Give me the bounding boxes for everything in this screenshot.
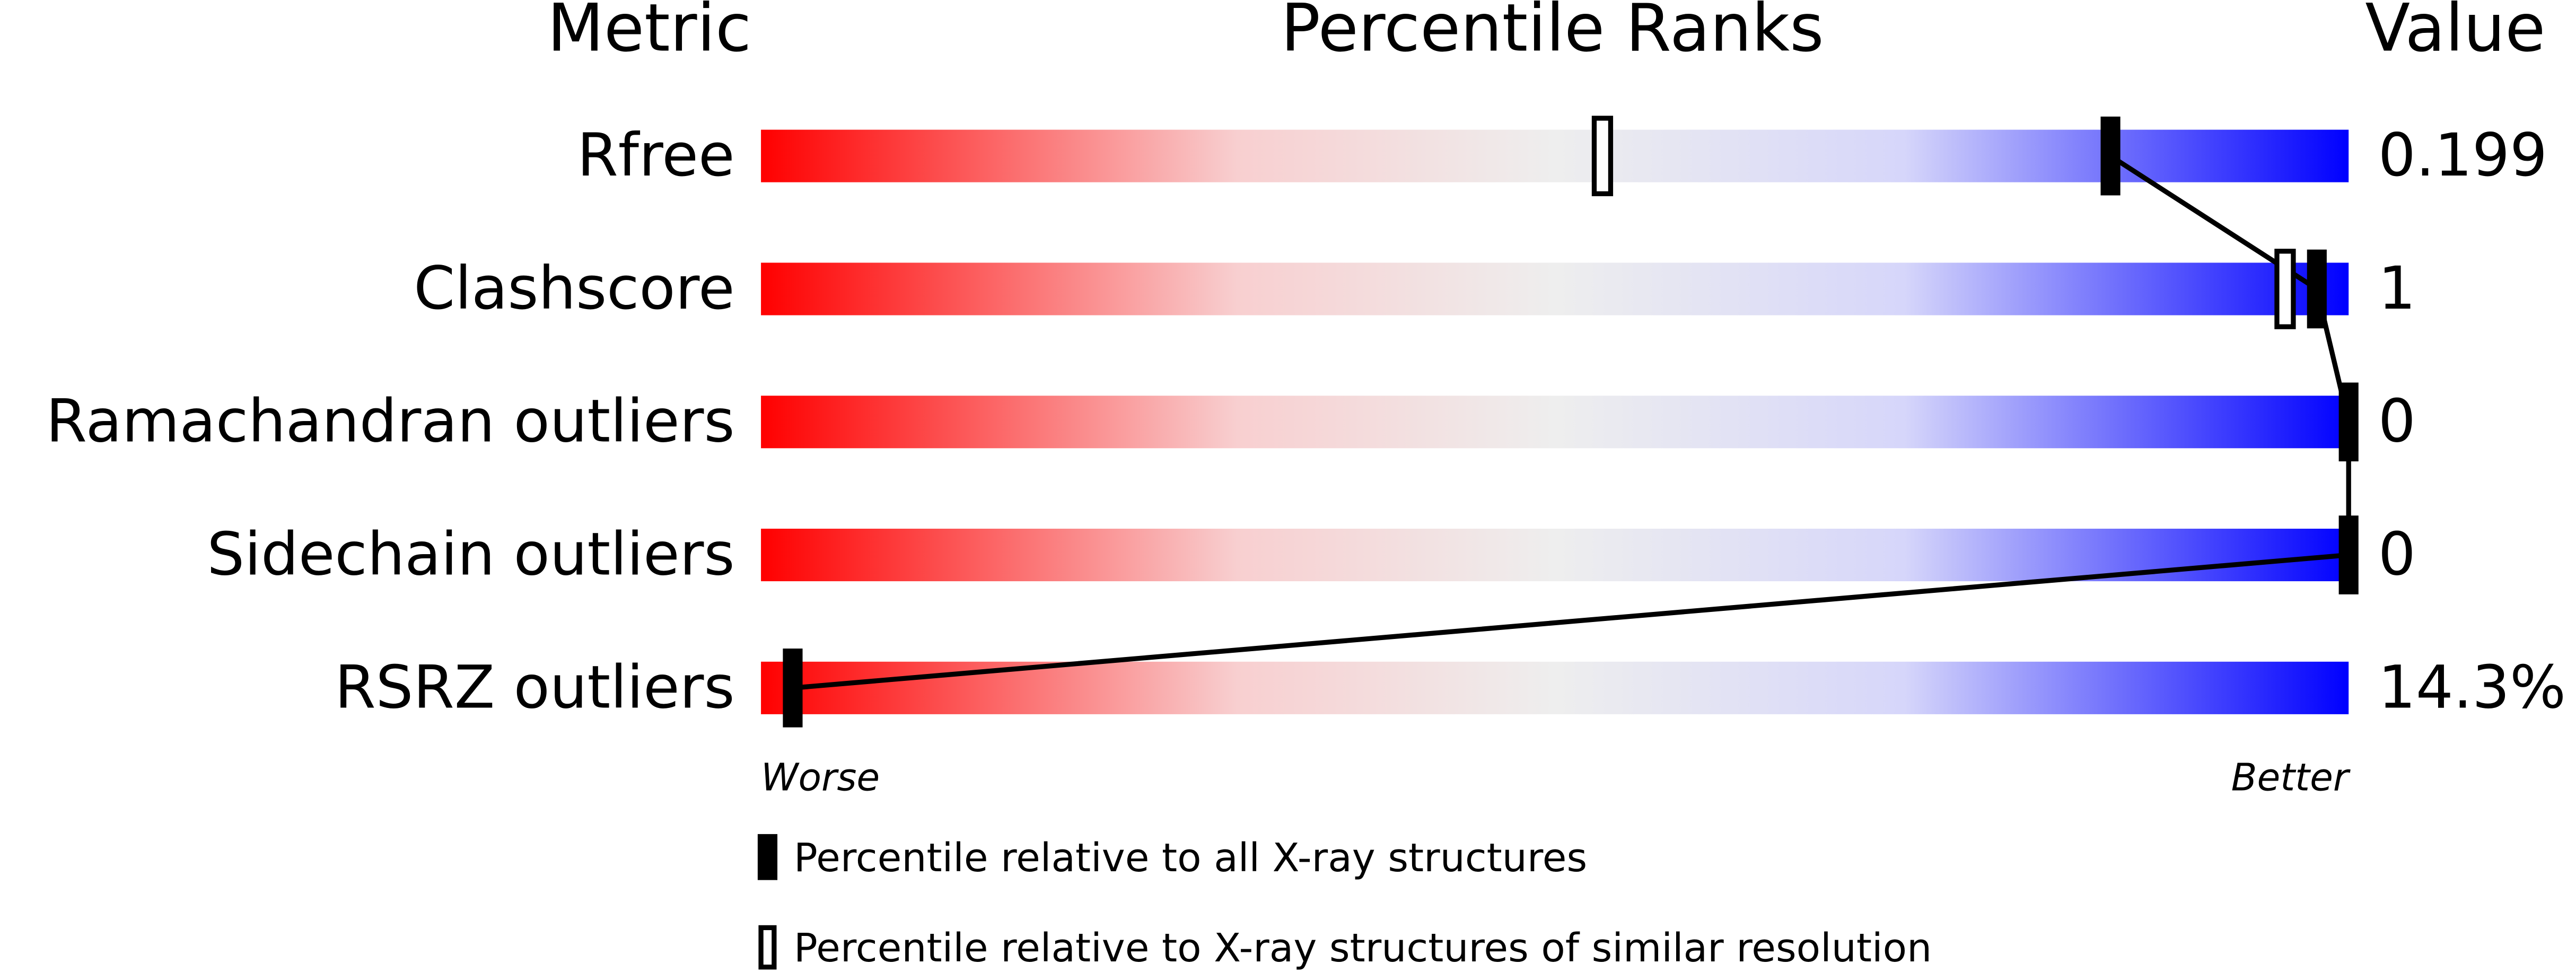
percentile-bar [761,529,2349,582]
legend-swatch [758,925,777,970]
axis-high-label: Better [2231,755,2351,799]
metric-value: 14.3% [2378,653,2566,722]
percentile-marker [2338,515,2359,594]
percentile-bar [761,129,2349,182]
percentile-marker [2338,382,2359,462]
metric-label: Rfree [577,121,734,190]
legend-label: Percentile relative to X-ray structures … [794,925,1932,971]
legend-swatch [757,834,778,880]
legend-label: Percentile relative to all X-ray structu… [794,835,1587,881]
metric-label: Ramachandran outliers [46,388,735,456]
similar-resolution-marker [1591,116,1614,197]
column-header: Value [2365,0,2545,67]
axis-low-label: Worse [761,755,880,799]
percentile-marker [2100,116,2121,196]
metric-value: 0 [2378,520,2416,589]
metric-value: 1 [2378,255,2416,323]
column-header: Metric [547,0,751,67]
similar-resolution-marker [2274,249,2296,329]
metric-label: Sidechain outliers [207,520,734,589]
percentile-bar [761,262,2349,316]
metric-label: RSRZ outliers [335,653,734,722]
percentile-marker [783,649,803,728]
percentile-bar [761,396,2349,449]
metric-value: 0.199 [2378,121,2547,190]
metric-label: Clashscore [414,255,734,323]
metric-value: 0 [2378,388,2416,456]
chart-title: Percentile Ranks [1281,0,1824,67]
percentile-marker [2307,249,2327,329]
